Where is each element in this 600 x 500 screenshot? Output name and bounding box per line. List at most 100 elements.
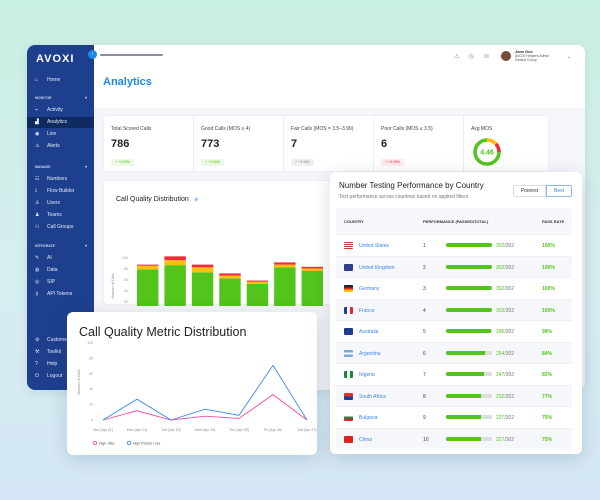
table-row[interactable]: China 10 227/302 75%: [336, 427, 572, 449]
y-tick-label: 80: [89, 356, 93, 360]
sidebar-item-sip[interactable]: ◎ SIP: [27, 277, 94, 288]
bar-poor: [301, 266, 323, 269]
sidebar-item-toolkit[interactable]: ⚒ Toolkit: [27, 347, 94, 358]
sidebar-item-label: Activity: [47, 107, 63, 113]
sidebar-item-api-tokens[interactable]: ⚷ API Tokens: [27, 289, 94, 300]
kpi-value: 7: [291, 138, 298, 150]
sidebar: AVOXI ⌂ Home MONITOR ⌁ Activity ▟ Analytics ◉ Li…: [27, 45, 94, 390]
x-tick-label: Tue (Apr 23): [161, 428, 181, 432]
legend-marker: [126, 440, 132, 446]
passed-count: 302: [496, 264, 505, 271]
toolkit-icon: ⚒: [35, 349, 40, 355]
table-row[interactable]: Germany 3 302/302 100%: [336, 277, 572, 298]
flag-icon: [344, 328, 353, 335]
bar-poor: [246, 280, 269, 282]
passed-count: 227: [496, 415, 505, 421]
kpi-delta-badge: + +3.08%: [381, 158, 404, 166]
sidebar-item-logout[interactable]: ⏻ Logout: [27, 371, 94, 382]
mos-gauge: 4.46: [473, 138, 501, 166]
country-link[interactable]: France: [359, 307, 375, 314]
sidebar-item-flow-builder[interactable]: ⟟ Flow Builder: [27, 186, 94, 197]
sidebar-section-integrate[interactable]: INTEGRATE: [35, 243, 87, 248]
country-link[interactable]: Germany: [359, 286, 380, 292]
sidebar-item-call-groups[interactable]: ⚇ Call Groups: [27, 222, 94, 233]
passed-total: 227/302: [496, 415, 515, 421]
passed-count: 296: [496, 329, 505, 335]
y-tick-label: 100: [87, 341, 93, 345]
bar-good: [137, 269, 159, 313]
country-link[interactable]: South Africa: [359, 393, 386, 400]
country-link[interactable]: China: [359, 436, 373, 443]
rank: 9: [423, 415, 426, 421]
sidebar-item-live[interactable]: ◉ Live: [27, 129, 94, 140]
table-row[interactable]: France 4 302/302 100%: [336, 298, 572, 320]
y-tick-label: 60: [89, 372, 93, 376]
table-row[interactable]: Australia 5 296/302 98%: [336, 320, 572, 341]
toggle-poorest[interactable]: Poorest: [512, 185, 546, 197]
live-icon: ◉: [35, 131, 40, 137]
clock-icon[interactable]: ◷: [468, 54, 474, 60]
sidebar-item-analytics[interactable]: ▟ Analytics: [27, 117, 94, 128]
kpi-delta: +3.08%: [118, 160, 130, 164]
table-row[interactable]: Nigeria 7 247/302 82%: [336, 363, 572, 384]
y-tick-label: 20: [124, 300, 128, 304]
y-tick-label: 40: [89, 387, 93, 391]
sidebar-item-alerts[interactable]: ⚠ Alerts: [27, 141, 94, 152]
y-tick-label: 80: [124, 267, 128, 271]
sip-icon: ◎: [35, 279, 40, 285]
sidebar-item-label: Call Groups: [47, 224, 74, 230]
table-row[interactable]: South Africa 8 232/302 77%: [336, 384, 572, 406]
avg-mos-value: 4.46: [480, 150, 494, 157]
kpi-value: 786: [111, 138, 130, 150]
user-menu[interactable]: Jane Doe AVOXI Helpers Admin Default Gro…: [501, 49, 571, 62]
country-link[interactable]: United States: [359, 243, 390, 249]
sidebar-item-label: Users: [47, 200, 61, 206]
passed-total: 247/302: [496, 372, 515, 378]
call-quality-distribution-card: Call Quality Distribution ◈ Number of Call…: [103, 180, 333, 333]
sidebar-item-help[interactable]: ? Help: [27, 359, 94, 370]
sidebar-item-ai[interactable]: ✎ AI: [27, 253, 94, 264]
table-title: Number Testing Performance by Country: [339, 181, 484, 190]
sidebar-item-data[interactable]: ◍ Data: [27, 265, 94, 276]
user-group: Default Group: [515, 58, 537, 62]
sidebar-item-label: Data: [47, 267, 58, 273]
warning-icon[interactable]: ⚠: [454, 54, 460, 60]
sidebar-item-label: AI: [47, 255, 52, 261]
passed-count: 247: [496, 372, 505, 378]
sidebar-item-customer-[interactable]: ⚙ Customer...: [27, 335, 94, 346]
bar-poor: [274, 262, 296, 265]
bar-fair: [219, 275, 241, 279]
country-link[interactable]: United Kingdom: [359, 264, 395, 271]
table-row[interactable]: United Kingdom 2 302/302 100%: [336, 255, 572, 277]
rank: 6: [423, 350, 426, 357]
collapse-sidebar-button[interactable]: ‹: [88, 50, 97, 59]
api-tokens-icon: ⚷: [35, 291, 39, 297]
phone-icon[interactable]: ☏: [482, 54, 491, 60]
performance-bar: [446, 415, 492, 419]
sidebar-item-activity[interactable]: ⌁ Activity: [27, 105, 94, 116]
sidebar-item-label: Live: [47, 131, 57, 137]
table-row[interactable]: Bulgaria 9 227/302 75%: [336, 406, 572, 427]
kpi-card: Poor Calls (MOS ≤ 3.5) 6 + +3.08% Fair Call…: [103, 115, 549, 172]
sidebar-item-users[interactable]: ♙ Users: [27, 198, 94, 209]
table-row[interactable]: United States 1 302/302 100%: [336, 234, 572, 255]
y-tick-label: 60: [124, 278, 128, 282]
country-link[interactable]: Argentina: [359, 350, 381, 357]
total-count: 302: [505, 307, 515, 314]
pass-rate: 82%: [542, 372, 553, 378]
sidebar-item-label: Alerts: [47, 143, 60, 149]
country-link[interactable]: Australia: [359, 329, 379, 335]
numbers-icon: ☷: [35, 176, 40, 182]
country-link[interactable]: Bulgaria: [359, 415, 378, 421]
chevron-down-icon[interactable]: ⌄: [566, 54, 571, 60]
sidebar-section-manage[interactable]: MANAGE: [35, 164, 87, 169]
sidebar-item-home[interactable]: ⌂ Home: [27, 75, 94, 86]
kpi-label: Total Scored Calls: [111, 126, 152, 132]
sidebar-item-numbers[interactable]: ☷ Numbers: [27, 174, 94, 185]
performance-bar: [446, 264, 492, 269]
country-link[interactable]: Nigeria: [359, 372, 375, 378]
sidebar-section-monitor[interactable]: MONITOR: [35, 95, 87, 100]
table-row[interactable]: Argentina 6 254/302 84%: [336, 341, 572, 363]
toggle-best[interactable]: Best: [545, 185, 572, 197]
sidebar-item-teams[interactable]: ♟ Teams: [27, 210, 94, 221]
